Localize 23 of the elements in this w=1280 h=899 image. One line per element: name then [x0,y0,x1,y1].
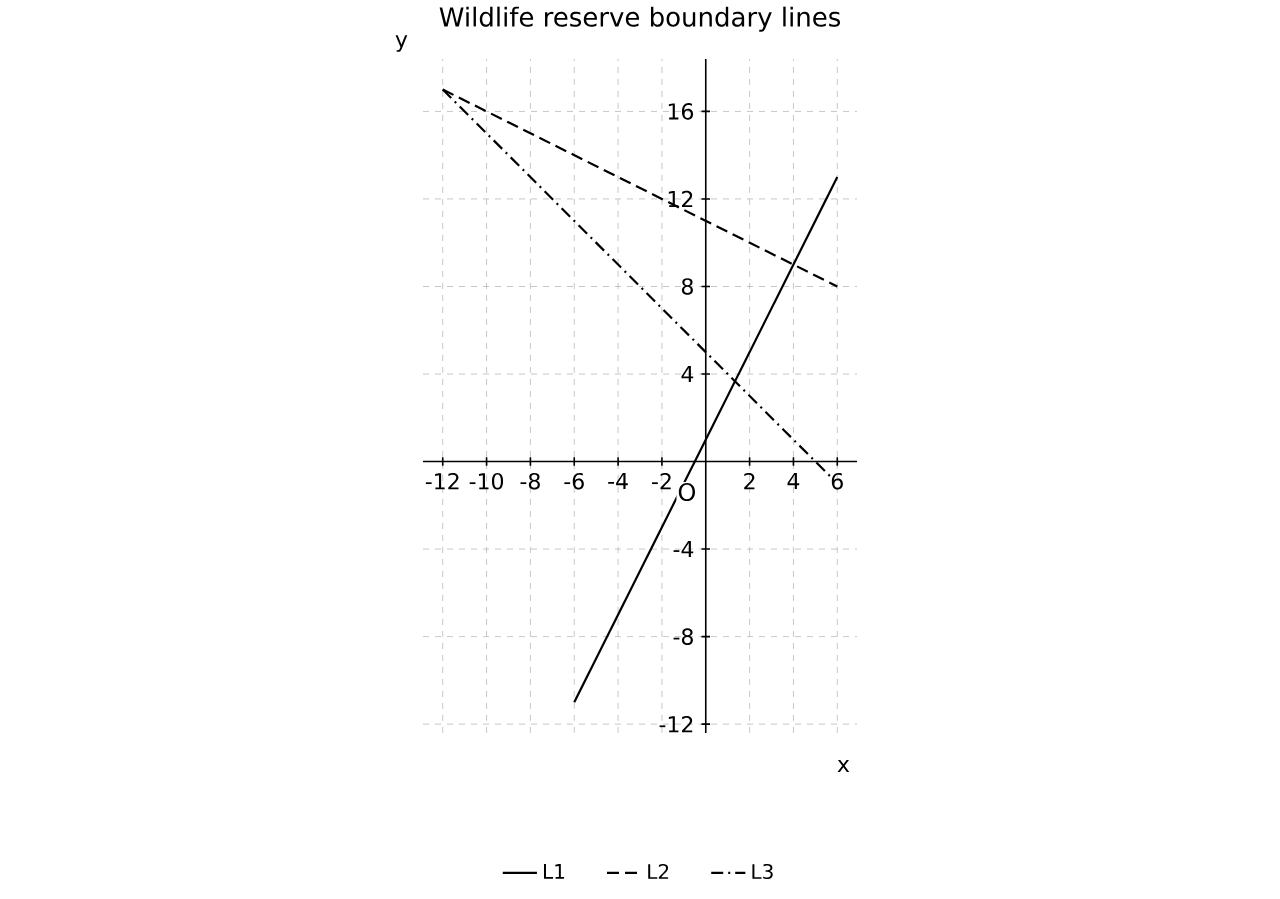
y-tick-label: 12 [668,190,693,208]
x-tick-label: 6 [831,472,843,490]
y-tick-label: 16 [668,103,694,120]
x-tick-label: -6 [564,472,584,490]
x-axis-title: x [837,760,850,773]
x-tick-label: 4 [787,472,800,489]
x-tick-label: -4 [608,472,628,489]
legend-label: L1 [544,864,565,879]
y-tick-label: 8 [681,278,693,295]
legend-label: L2 [648,863,669,879]
x-tick-label: 2 [744,472,755,490]
x-tick-label: -10 [469,472,504,490]
y-tick-label: -12 [659,716,693,733]
y-tick-label: -4 [673,541,694,558]
x-tick-label: -8 [520,472,540,490]
x-tick-label: -2 [652,472,671,490]
chart-title: Wildlife reserve boundary lines [439,6,841,32]
x-tick-label: -12 [425,472,459,490]
annotation: O [678,482,696,502]
y-axis-title: y [395,35,408,52]
legend-label: L3 [752,863,773,880]
y-tick-label: -8 [673,628,693,645]
y-tick-label: 4 [681,366,694,383]
